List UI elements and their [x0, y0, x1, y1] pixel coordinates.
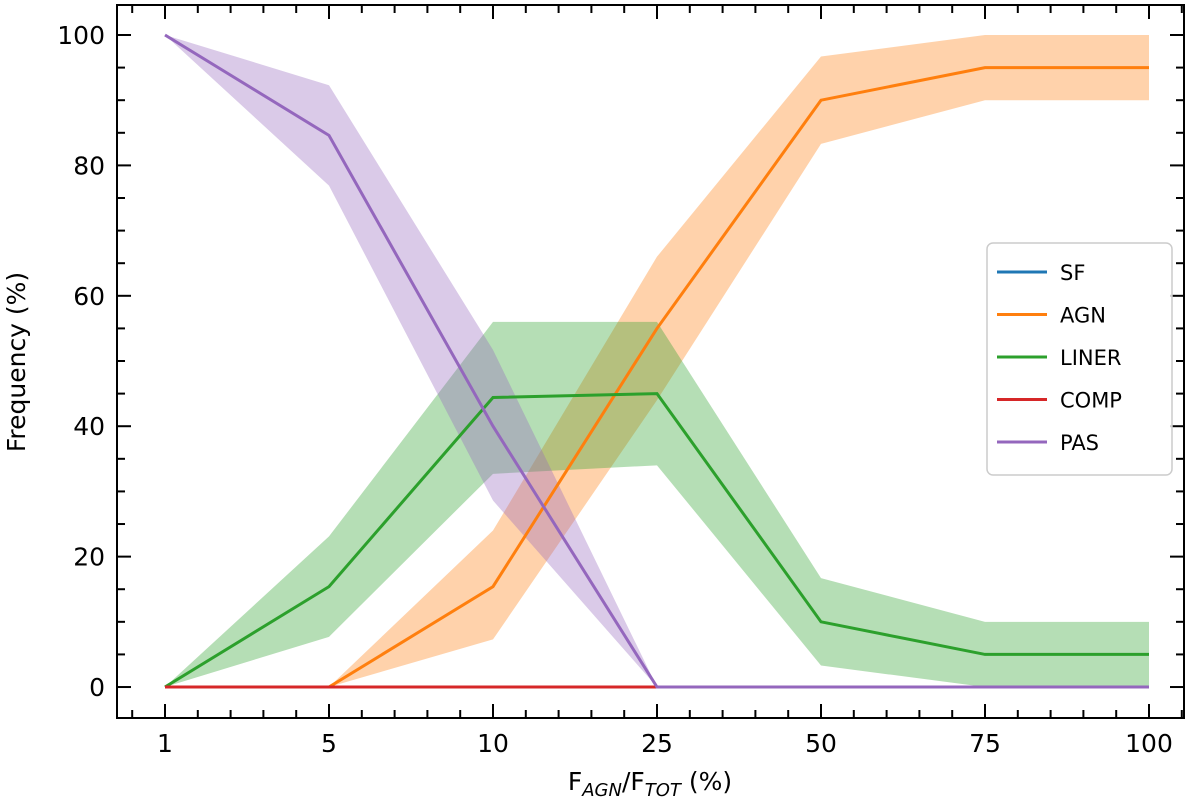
band-agn — [165, 34, 1149, 688]
y-tick-labels: 0 20 40 60 80 100 — [57, 21, 105, 702]
y-tick-label: 80 — [73, 151, 105, 180]
line-pas — [164, 33, 1149, 689]
legend-label-pas: PAS — [1060, 431, 1099, 455]
x-tick-label: 5 — [321, 729, 337, 758]
line-liner — [164, 392, 1149, 689]
x-tick-label: 75 — [969, 729, 1001, 758]
series-lines — [164, 33, 1149, 689]
legend-label-liner: LINER — [1060, 346, 1121, 370]
legend-label-sf: SF — [1060, 261, 1085, 285]
x-tick-label: 50 — [805, 729, 837, 758]
y-tick-label: 20 — [73, 543, 105, 572]
legend-box — [986, 242, 1173, 476]
legend-label-comp: COMP — [1060, 389, 1122, 413]
y-tick-label: 0 — [89, 673, 105, 702]
y-tick-label: 40 — [73, 412, 105, 441]
x-tick-label: 25 — [641, 729, 673, 758]
x-axis-label: FAGN/FTOT (%) — [568, 767, 732, 801]
y-tick-label: 60 — [73, 282, 105, 311]
band-pas — [165, 34, 1149, 688]
legend-label-agn: AGN — [1060, 304, 1106, 328]
y-tick-label: 100 — [57, 21, 105, 50]
x-tick-label: 10 — [477, 729, 509, 758]
legend: SF AGN LINER COMP PAS — [986, 242, 1173, 476]
x-tick-label: 1 — [157, 729, 173, 758]
x-tick-label: 100 — [1125, 729, 1173, 758]
axis-ticks — [117, 5, 1184, 718]
x-tick-labels: 1 5 10 25 50 75 100 — [157, 729, 1173, 758]
y-axis-label: Frequency (%) — [2, 272, 31, 452]
